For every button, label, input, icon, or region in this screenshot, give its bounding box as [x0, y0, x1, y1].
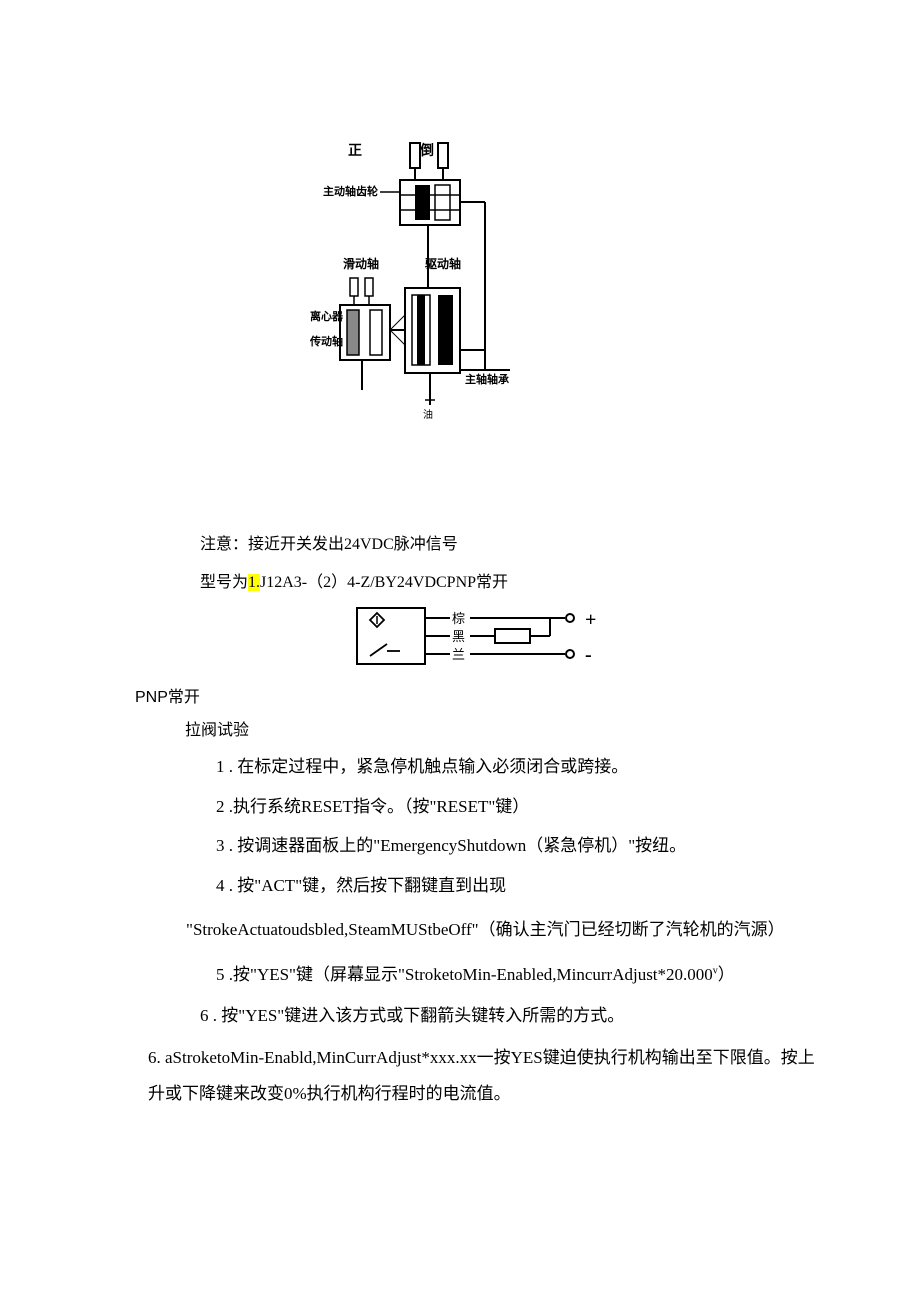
- step-4-line2: "StrokeActuatoudsbled,SteamMUStbeOff"（确认…: [130, 912, 830, 948]
- step-5: 5 .按"YES"键（屏幕显示"StroketoMin-Enabled,Minc…: [130, 962, 830, 988]
- wire-label-2: 黑: [452, 629, 465, 644]
- step-2: 2 .执行系统RESET指令。（按"RESET"键）: [130, 794, 830, 820]
- model-suffix: J12A3-（2）4-Z/BY24VDCPNP常开: [260, 574, 508, 591]
- mechanical-schematic-diagram: 正 倒 主动轴齿轮 滑动轴 驱动轴 离心器 传动轴 主轴轴承: [310, 140, 590, 430]
- label-lower-left-1: 离心器: [310, 309, 344, 323]
- label-lower-left-2: 传动轴: [310, 334, 343, 348]
- label-mid-left: 滑动轴: [343, 256, 379, 271]
- svg-text:油: 油: [423, 408, 433, 421]
- wire-label-1: 棕: [452, 611, 465, 626]
- model-highlight: 1.: [248, 574, 260, 591]
- model-line: 型号为1.J12A3-（2）4-Z/BY24VDCPNP常开: [130, 568, 790, 592]
- test-title: 拉阀试验: [130, 716, 830, 740]
- step-4-line1: 4 . 按"ACT"键，然后按下翻键直到出现: [130, 873, 830, 899]
- terminal-plus: +: [585, 609, 596, 631]
- pnp-label: PNP常开: [135, 683, 200, 707]
- model-prefix: 型号为: [200, 574, 248, 591]
- note-text: 注意：接近开关发出24VDC脉冲信号: [130, 530, 790, 554]
- step-1: 1 . 在标定过程中，紧急停机触点输入必须闭合或跨接。: [130, 754, 830, 780]
- label-upper-middle: 主动轴齿轮: [323, 184, 378, 198]
- label-top-left: 正: [348, 143, 362, 159]
- pnp-wiring-diagram: 棕 黑 兰 + -: [355, 606, 615, 666]
- step-6: 6 . 按"YES"键进入该方式或下翻箭头键转入所需的方式。: [130, 1001, 830, 1026]
- label-bottom-right: 主轴轴承: [465, 372, 510, 386]
- wire-label-3: 兰: [452, 647, 465, 662]
- label-mid-right: 驱动轴: [425, 256, 461, 271]
- terminal-minus: -: [585, 644, 592, 666]
- step-6a: 6. aStroketoMin-Enabld,MinCurrAdjust*xxx…: [130, 1040, 830, 1111]
- label-top-right: 倒: [419, 142, 434, 159]
- step-3: 3 . 按调速器面板上的"EmergencyShutdown（紧急停机）"按纽。: [130, 833, 830, 859]
